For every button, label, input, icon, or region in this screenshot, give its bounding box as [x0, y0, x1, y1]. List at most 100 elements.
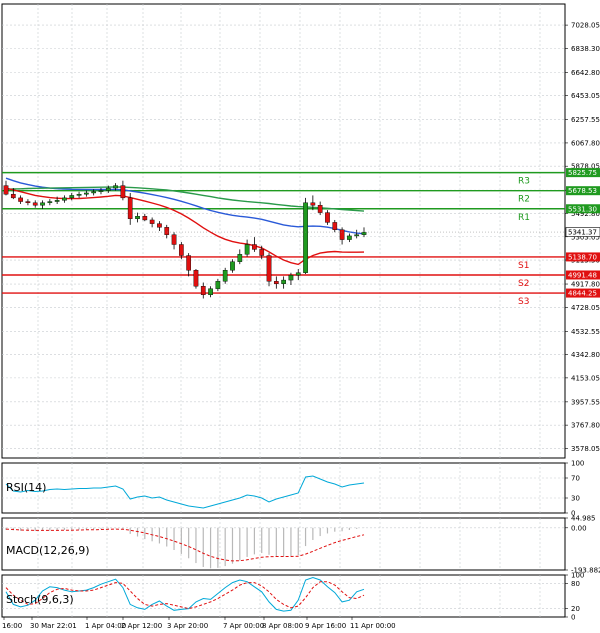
candle-body	[135, 216, 140, 219]
candle	[193, 269, 199, 289]
candle-body	[18, 197, 23, 202]
y-tick-label: 30	[571, 495, 580, 503]
candle-body	[288, 274, 294, 281]
candle-body	[339, 229, 345, 240]
current-price-label: 5341.37	[568, 229, 597, 237]
candle	[237, 249, 243, 265]
x-tick-label: 9 Apr 16:00	[305, 622, 346, 630]
candle-body	[361, 232, 367, 235]
stoch-d-line	[5, 581, 365, 610]
candle	[273, 276, 279, 289]
candle-body	[178, 244, 184, 256]
level-price-label: 5678.53	[568, 187, 597, 195]
candle	[69, 192, 75, 201]
candle-body	[113, 185, 118, 189]
level-name-r1: R1	[518, 213, 530, 223]
candle	[32, 200, 38, 208]
level-name-s1: S1	[518, 261, 529, 271]
candle-body	[47, 201, 53, 203]
candle	[157, 221, 162, 231]
level-price-label: 5531.30	[568, 205, 597, 213]
level-name-r2: R2	[518, 195, 530, 205]
candle	[171, 232, 177, 250]
candle	[105, 185, 111, 193]
candle-body	[354, 234, 360, 237]
candle-body	[62, 197, 67, 201]
candle	[347, 233, 352, 243]
candle	[186, 253, 192, 277]
candle-body	[69, 195, 75, 199]
candle-body	[332, 222, 338, 230]
candle	[164, 224, 170, 239]
level-name-r3: R3	[518, 177, 530, 187]
candle-body	[149, 219, 155, 224]
candle	[127, 192, 133, 225]
candle	[361, 227, 367, 238]
candle-body	[215, 281, 221, 289]
level-price-box	[566, 186, 600, 196]
candle	[222, 267, 228, 284]
y-tick-label: 6453.05	[571, 92, 600, 100]
candle	[310, 195, 316, 211]
rsi-title: RSI(14)	[6, 481, 46, 494]
y-tick-label: 20	[571, 605, 580, 613]
candle	[3, 180, 9, 196]
candle	[215, 278, 221, 292]
y-tick-label: 4728.05	[571, 304, 600, 312]
candle-body	[40, 202, 45, 206]
y-tick-label: 6067.80	[571, 139, 600, 147]
candle	[317, 201, 323, 216]
candle	[10, 188, 16, 200]
y-tick-label: 6257.55	[571, 116, 600, 124]
y-tick-label: 4153.05	[571, 374, 600, 382]
x-tick-label: 7 Apr 00:00	[223, 622, 264, 630]
grid	[2, 4, 565, 617]
candle-body	[317, 205, 323, 213]
candle	[62, 195, 67, 203]
candle	[208, 286, 213, 298]
x-tick-label: 16:00	[2, 622, 22, 630]
candle	[230, 259, 235, 273]
marks	[2, 171, 565, 612]
candle-body	[295, 272, 301, 276]
y-tick-label: 100	[571, 572, 584, 580]
rsi-line	[5, 475, 365, 509]
candle-body	[230, 261, 235, 271]
labels: 7028.05 6838.30 6642.80 6453.05 6257.55 6067.…	[2, 22, 600, 630]
level-price-box	[566, 168, 600, 178]
y-tick-label: 5878.05	[571, 163, 600, 171]
x-tick-label: 2 Apr 12:00	[121, 622, 162, 630]
candle	[288, 272, 294, 285]
candle	[98, 188, 104, 195]
candle-body	[200, 286, 206, 296]
y-tick-label: 3957.55	[571, 398, 600, 406]
candle-body	[222, 270, 228, 282]
candle	[135, 212, 140, 223]
panel-frame-2	[1, 517, 566, 571]
y-tick-label: 0.00	[571, 524, 587, 532]
candle-body	[3, 185, 9, 195]
candle-body	[76, 193, 82, 196]
candle	[54, 196, 60, 205]
candle-body	[164, 227, 170, 235]
candle	[113, 183, 118, 191]
macd-title: MACD(12,26,9)	[6, 544, 90, 557]
panel-frame-0	[1, 3, 566, 459]
candle-body	[244, 244, 250, 255]
level-price-label: 5138.70	[568, 253, 597, 261]
candle-body	[208, 288, 213, 296]
level-price-box	[566, 204, 600, 214]
candle-body	[84, 192, 89, 195]
level-price-label: 4991.48	[568, 271, 597, 279]
candle-body	[266, 255, 272, 282]
level-price-label: 4844.25	[568, 290, 597, 298]
level-price-box	[566, 288, 600, 298]
moving-average-line-0	[5, 177, 365, 235]
candle	[244, 239, 250, 257]
candle-body	[310, 202, 316, 206]
y-tick-label: 3767.80	[571, 422, 600, 430]
x-tick-label: 8 Apr 08:00	[262, 622, 303, 630]
panel-frame-3	[1, 574, 566, 618]
candle-body	[303, 202, 308, 273]
